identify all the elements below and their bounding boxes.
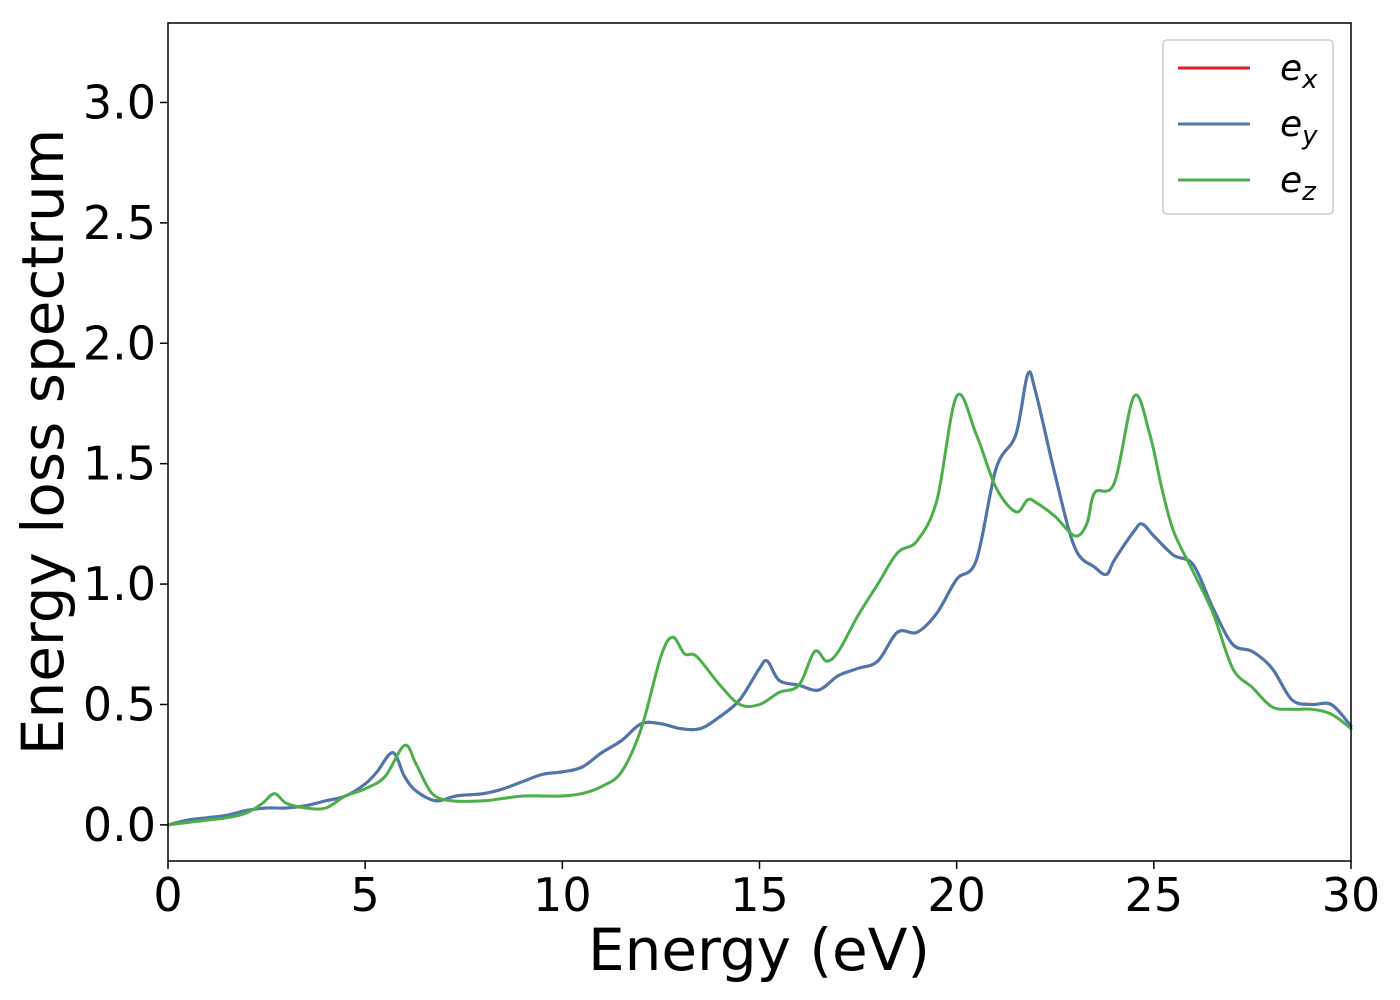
x-tick-label: 30 — [1322, 868, 1381, 922]
x-tick-label: 10 — [533, 868, 592, 922]
y-axis: 0.0 0.5 1.0 1.5 2.0 2.5 3.0 — [83, 75, 168, 852]
x-axis-title: Energy (eV) — [588, 916, 930, 984]
x-tick-label: 0 — [153, 868, 182, 922]
y-tick-label: 2.5 — [83, 196, 156, 250]
y-tick-label: 2.0 — [83, 316, 156, 370]
plot-area — [168, 23, 1351, 861]
x-tick-label: 5 — [351, 868, 380, 922]
y-tick-label: 1.0 — [83, 557, 156, 611]
y-tick-label: 0.0 — [83, 798, 156, 852]
legend-box — [1162, 39, 1334, 215]
y-tick-label: 3.0 — [83, 75, 156, 129]
y-axis-title: Energy loss spectrum — [9, 129, 77, 755]
x-axis: 0 5 10 15 20 25 30 — [153, 861, 1380, 922]
y-tick-label: 0.5 — [83, 677, 156, 731]
y-tick-label: 1.5 — [83, 437, 156, 491]
legend-subscript: y — [1301, 121, 1318, 151]
x-tick-label: 25 — [1125, 868, 1184, 922]
series-line-ey — [166, 370, 1353, 827]
legend-subscript: x — [1301, 65, 1318, 95]
x-tick-label: 20 — [927, 868, 986, 922]
legend-subscript: z — [1301, 177, 1317, 207]
series-layer — [166, 370, 1353, 827]
series-line-ez — [166, 392, 1353, 827]
x-tick-label: 15 — [730, 868, 789, 922]
